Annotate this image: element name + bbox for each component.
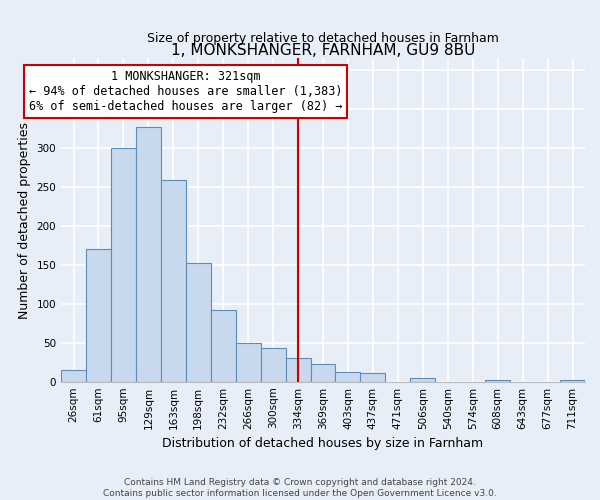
Bar [560,380,585,382]
Bar [236,342,260,382]
Bar [186,264,211,382]
Text: 1 MONKSHANGER: 321sqm
← 94% of detached houses are smaller (1,383)
6% of semi-de: 1 MONKSHANGER: 321sqm ← 94% of detached … [29,70,343,113]
Bar [136,127,161,382]
Bar [111,148,136,382]
Bar [211,310,236,382]
Bar [335,372,361,382]
Bar [286,358,311,382]
Text: Contains HM Land Registry data © Crown copyright and database right 2024.
Contai: Contains HM Land Registry data © Crown c… [103,478,497,498]
X-axis label: Distribution of detached houses by size in Farnham: Distribution of detached houses by size … [163,437,484,450]
Bar [485,380,510,382]
Bar [311,364,335,382]
Bar [361,373,385,382]
Text: Size of property relative to detached houses in Farnham: Size of property relative to detached ho… [147,32,499,46]
Title: 1, MONKSHANGER, FARNHAM, GU9 8BU: 1, MONKSHANGER, FARNHAM, GU9 8BU [171,44,475,59]
Bar [61,370,86,382]
Bar [86,250,111,382]
Y-axis label: Number of detached properties: Number of detached properties [18,122,31,318]
Bar [410,378,435,382]
Bar [260,348,286,382]
Bar [161,180,186,382]
